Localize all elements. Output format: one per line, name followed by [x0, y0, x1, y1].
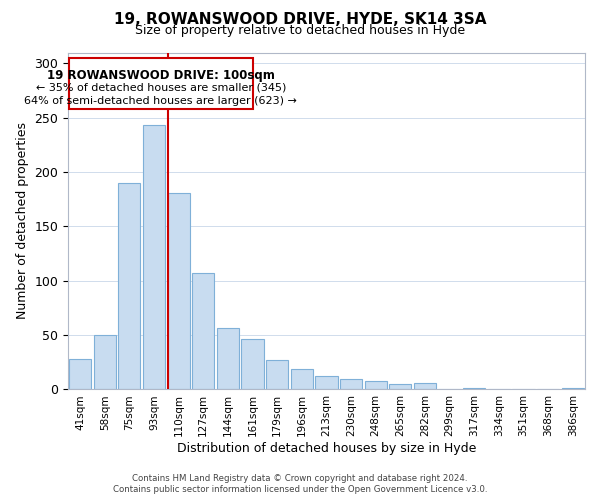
Bar	[291, 369, 313, 390]
Bar	[414, 383, 436, 390]
Text: Size of property relative to detached houses in Hyde: Size of property relative to detached ho…	[135, 24, 465, 37]
Bar	[94, 335, 116, 390]
Text: 19, ROWANSWOOD DRIVE, HYDE, SK14 3SA: 19, ROWANSWOOD DRIVE, HYDE, SK14 3SA	[114, 12, 486, 26]
Bar	[241, 340, 263, 390]
Bar	[217, 328, 239, 390]
Bar	[562, 388, 584, 390]
Text: ← 35% of detached houses are smaller (345): ← 35% of detached houses are smaller (34…	[35, 83, 286, 93]
Text: Contains HM Land Registry data © Crown copyright and database right 2024.
Contai: Contains HM Land Registry data © Crown c…	[113, 474, 487, 494]
Bar	[316, 376, 338, 390]
Y-axis label: Number of detached properties: Number of detached properties	[16, 122, 29, 320]
Bar	[266, 360, 288, 390]
Bar	[192, 273, 214, 390]
Bar	[69, 359, 91, 390]
Bar	[340, 378, 362, 390]
Bar	[389, 384, 412, 390]
Text: 19 ROWANSWOOD DRIVE: 100sqm: 19 ROWANSWOOD DRIVE: 100sqm	[47, 69, 275, 82]
Bar	[118, 183, 140, 390]
Bar	[143, 126, 165, 390]
Text: 64% of semi-detached houses are larger (623) →: 64% of semi-detached houses are larger (…	[25, 96, 297, 106]
Bar	[365, 381, 387, 390]
X-axis label: Distribution of detached houses by size in Hyde: Distribution of detached houses by size …	[177, 442, 476, 455]
FancyBboxPatch shape	[69, 58, 253, 109]
Bar	[167, 192, 190, 390]
Bar	[463, 388, 485, 390]
